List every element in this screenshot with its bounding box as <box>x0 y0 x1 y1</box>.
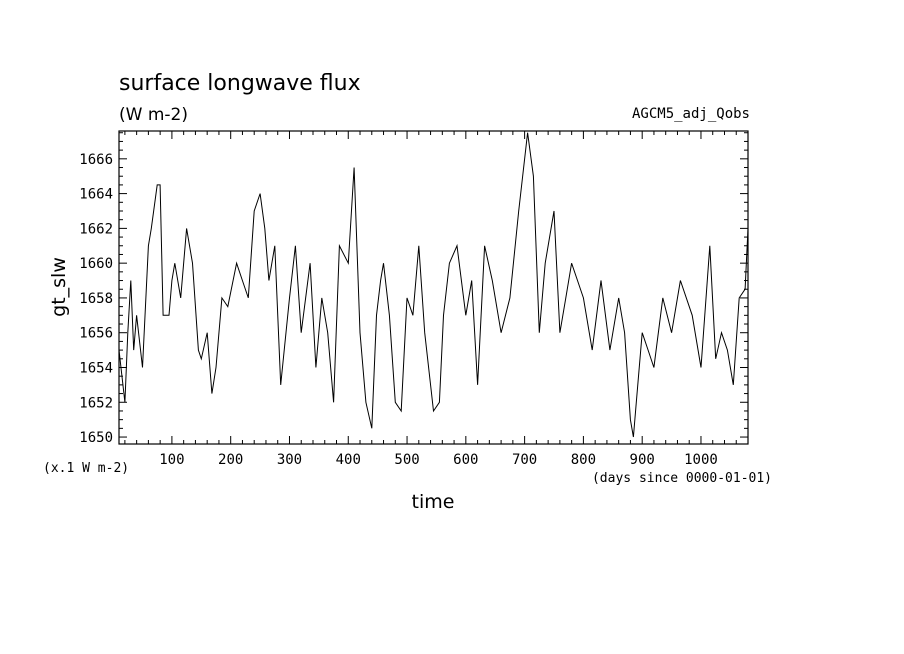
x-axis: 100 200 300 400 500 600 700 800 900 1000 <box>124 131 749 468</box>
run-label: AGCM5_adj_Qobs <box>632 106 750 122</box>
y-tick-label: 1652 <box>79 395 113 411</box>
y-tick-label: 1664 <box>79 187 113 203</box>
y-axis-label: gt_slw <box>48 257 70 317</box>
y-tick-label: 1656 <box>79 326 113 342</box>
x-axis-label: time <box>412 491 455 513</box>
y-tick-label: 1662 <box>79 221 113 237</box>
y-tick-label: 1666 <box>79 152 113 168</box>
x-tick-label: 600 <box>453 452 478 468</box>
chart-subtitle: (W m-2) <box>119 105 188 125</box>
chart-title: surface longwave flux <box>119 71 361 96</box>
plot-frame <box>118 130 749 445</box>
y-axis: 1650 1652 1654 1656 1658 1660 1662 1664 1666 <box>79 132 748 446</box>
x-tick-label: 400 <box>336 452 361 468</box>
x-unit-note: (days since 0000-01-01) <box>592 471 772 486</box>
x-tick-label: 700 <box>512 452 537 468</box>
x-tick-label: 300 <box>277 452 302 468</box>
y-tick-label: 1658 <box>79 291 113 307</box>
series-line <box>118 132 749 438</box>
x-tick-label: 500 <box>394 452 419 468</box>
y-unit-note: (x.1 W m-2) <box>43 461 129 476</box>
x-tick-label: 900 <box>630 452 655 468</box>
x-tick-label: 100 <box>159 452 184 468</box>
x-tick-label: 200 <box>218 452 243 468</box>
x-tick-label: 1000 <box>684 452 718 468</box>
x-tick-label: 800 <box>571 452 596 468</box>
y-tick-label: 1654 <box>79 360 113 376</box>
y-tick-label: 1660 <box>79 256 113 272</box>
y-tick-label: 1650 <box>79 430 113 446</box>
